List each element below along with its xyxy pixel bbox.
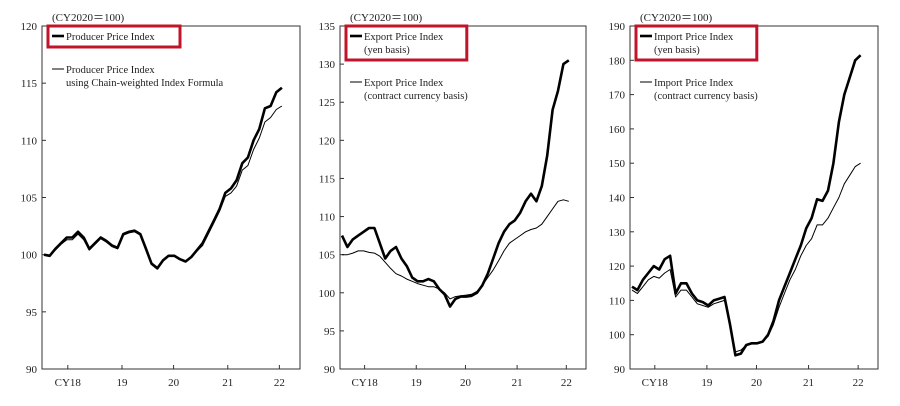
- x-tick-label: CY18: [55, 377, 82, 389]
- x-tick-label: 20: [168, 377, 180, 389]
- y-tick-label: 180: [609, 55, 626, 67]
- y-tick-label: 95: [26, 307, 38, 319]
- x-tick-label: 22: [274, 377, 285, 389]
- legend-label: (yen basis): [654, 45, 700, 56]
- legend-label: (contract currency basis): [364, 91, 468, 102]
- y-tick-label: 190: [609, 21, 626, 33]
- legend-entry: Import Price Index (yen basis): [634, 24, 759, 62]
- x-tick-label: 21: [222, 377, 233, 389]
- chart-panel-1: (CY2020＝100) 90 95 100 105 110 115 120 CY18 19 20 2…: [21, 12, 301, 389]
- unit-note: (CY2020＝100): [350, 12, 422, 24]
- x-tick-label: 19: [411, 377, 423, 389]
- legend-entry: Export Price Index (yen basis): [344, 24, 469, 62]
- y-tick-label: 120: [609, 261, 626, 273]
- y-tick-label: 125: [319, 97, 336, 109]
- y-tick-label: 90: [324, 364, 336, 376]
- series-line-primary: [43, 86, 283, 270]
- y-tick-label: 105: [319, 250, 336, 262]
- y-tick-label: 100: [319, 288, 336, 300]
- x-tick-label: 22: [561, 377, 572, 389]
- y-tick-label: 90: [614, 364, 626, 376]
- y-tick-label: 115: [319, 173, 336, 185]
- legend-entry: Export Price Index (contract currency bas…: [350, 78, 468, 102]
- x-tick-label: 22: [853, 377, 864, 389]
- series-line-secondary: [342, 199, 569, 300]
- legend-label: Import Price Index: [654, 78, 734, 89]
- legend-label: Producer Price Index: [66, 65, 155, 76]
- legend-label: (yen basis): [364, 45, 410, 56]
- x-tick-label: CY18: [642, 377, 669, 389]
- x-tick-label: 19: [701, 377, 713, 389]
- legend-entry: Producer Price Index: [46, 24, 182, 49]
- series-line-secondary: [631, 162, 861, 353]
- y-tick-label: 135: [319, 21, 336, 33]
- y-tick-label: 110: [319, 212, 336, 224]
- legend-label: Import Price Index: [654, 32, 734, 43]
- series-line-primary: [340, 59, 570, 308]
- x-tick-label: CY18: [351, 377, 378, 389]
- unit-note: (CY2020＝100): [640, 12, 712, 24]
- chart-panel-3: (CY2020＝100) 90 100 110 120 130 140 150 160 170 18…: [609, 12, 879, 389]
- y-tick-label: 160: [609, 124, 626, 136]
- chart-panel-2: (CY2020＝100) 90 95 100 105 110 115 120 125 130 135…: [319, 12, 587, 389]
- legend-highlight-box: [344, 24, 469, 62]
- y-tick-label: 170: [609, 90, 626, 102]
- y-tick-label: 150: [609, 158, 626, 170]
- legend-label: (contract currency basis): [654, 91, 758, 102]
- y-tick-label: 120: [21, 21, 38, 33]
- x-tick-label: 20: [460, 377, 472, 389]
- y-tick-label: 110: [609, 295, 626, 307]
- y-tick-label: 130: [609, 227, 626, 239]
- y-tick-label: 140: [609, 193, 626, 205]
- y-tick-label: 130: [319, 59, 336, 71]
- unit-note: (CY2020＝100): [52, 12, 124, 24]
- x-tick-label: 20: [751, 377, 763, 389]
- legend-label: Export Price Index: [364, 32, 444, 43]
- y-tick-label: 100: [609, 330, 626, 342]
- legend-highlight-box: [46, 24, 182, 49]
- y-tick-label: 95: [324, 326, 336, 338]
- series-line-secondary: [43, 105, 283, 268]
- y-tick-label: 100: [21, 250, 38, 262]
- x-tick-label: 19: [116, 377, 128, 389]
- x-tick-label: 21: [803, 377, 814, 389]
- legend-entry: Producer Price Index using Chain-weighted…: [52, 65, 224, 89]
- y-tick-label: 110: [21, 135, 38, 147]
- legend-entry: Import Price Index (contract currency bas…: [640, 78, 758, 102]
- legend-highlight-box: [634, 24, 759, 62]
- y-tick-label: 105: [21, 193, 38, 205]
- y-tick-label: 115: [21, 78, 38, 90]
- y-tick-label: 120: [319, 135, 336, 147]
- legend-label: Export Price Index: [364, 78, 444, 89]
- x-tick-label: 21: [512, 377, 523, 389]
- legend-label: using Chain-weighted Index Formula: [66, 78, 224, 89]
- legend-label: Producer Price Index: [66, 32, 155, 43]
- y-tick-label: 90: [26, 364, 38, 376]
